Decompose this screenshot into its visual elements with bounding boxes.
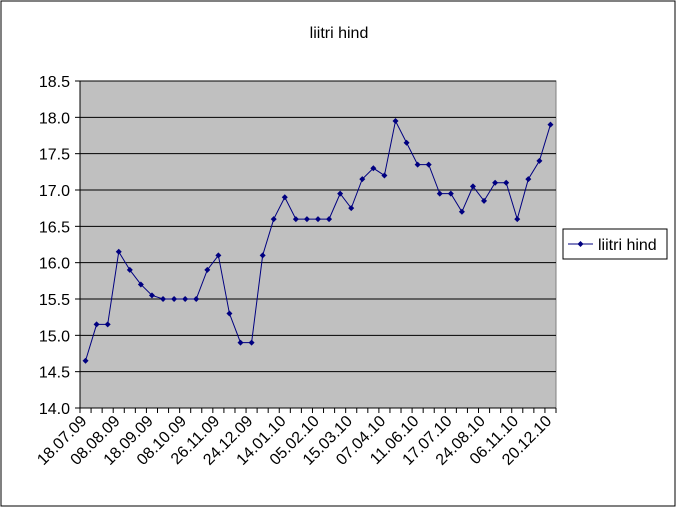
data-point [215, 252, 222, 259]
data-point [381, 172, 388, 179]
data-point [160, 296, 167, 302]
data-point [481, 197, 488, 204]
data-point [514, 216, 521, 223]
data-point [281, 194, 288, 201]
data-point [547, 121, 554, 128]
data-point [237, 339, 244, 346]
legend-marker [577, 241, 584, 247]
data-point [525, 176, 532, 183]
data-point [414, 161, 421, 168]
data-point [436, 190, 443, 197]
data-point [204, 266, 211, 273]
data-point [292, 216, 299, 223]
data-point [226, 310, 233, 317]
y-tick-label: 14.0 [39, 401, 70, 418]
data-point [359, 176, 366, 183]
y-tick-label: 16.0 [39, 256, 70, 273]
y-tick-label: 14.5 [39, 365, 70, 382]
data-point [326, 216, 333, 223]
data-point [82, 357, 89, 364]
data-point [93, 321, 100, 328]
data-point [303, 216, 310, 223]
data-point [425, 161, 432, 168]
data-point [137, 281, 144, 288]
y-tick-label: 17.5 [39, 147, 70, 164]
data-point [315, 216, 321, 223]
y-tick-label: 18.5 [39, 74, 70, 91]
data-point [259, 252, 266, 259]
data-point [392, 117, 399, 124]
data-point [492, 179, 499, 186]
data-point [182, 296, 189, 302]
data-point [337, 190, 344, 197]
data-point [370, 165, 377, 172]
y-tick-label: 15.5 [39, 292, 70, 309]
y-tick-label: 18.0 [39, 110, 70, 127]
data-point [447, 190, 454, 197]
data-point [536, 157, 543, 164]
y-tick-label: 16.5 [39, 219, 70, 236]
data-point [348, 205, 355, 212]
data-point [469, 183, 476, 190]
legend: liitri hind [562, 228, 668, 260]
data-point [193, 296, 200, 302]
data-point [115, 248, 122, 255]
data-point [503, 179, 510, 186]
y-tick-label: 17.0 [39, 183, 70, 200]
plot-area [79, 80, 557, 409]
data-point [104, 321, 111, 328]
data-point [148, 292, 155, 299]
data-point [270, 216, 277, 223]
chart-title: liitri hind [310, 25, 369, 42]
data-point [171, 296, 178, 302]
data-point [403, 139, 410, 146]
data-point [458, 208, 465, 215]
legend-label: liitri hind [598, 237, 657, 254]
data-point [248, 339, 255, 346]
y-tick-label: 15.0 [39, 328, 70, 345]
data-point [126, 266, 133, 273]
